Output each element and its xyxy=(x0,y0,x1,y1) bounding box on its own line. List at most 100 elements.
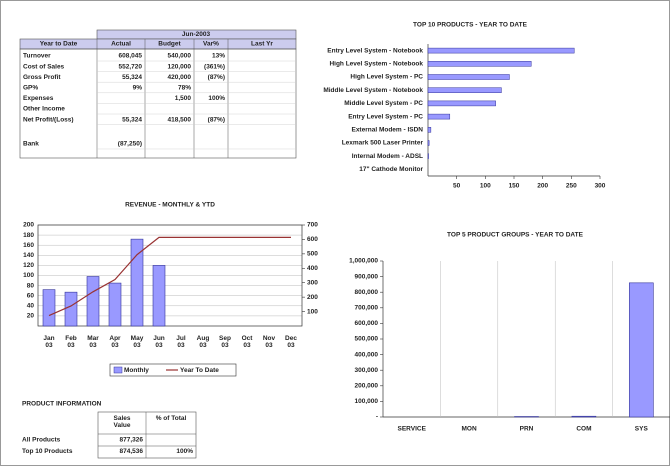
row-label: GP% xyxy=(23,85,38,92)
x-tick-label: Nov 03 xyxy=(262,335,276,349)
product-info-row-label: Top 10 Products xyxy=(22,448,73,455)
y-tick-label: 500,000 xyxy=(355,336,379,343)
y-tick-label: 600,000 xyxy=(355,320,379,327)
x-tick-label: SERVICE xyxy=(397,426,426,433)
bar xyxy=(427,87,502,93)
product-info-cell: 100% xyxy=(176,448,193,455)
bar xyxy=(427,74,510,80)
bar xyxy=(427,140,430,146)
y-tick-label: 100 xyxy=(23,272,34,279)
x-tick-label: 200 xyxy=(537,183,548,190)
y-tick-label: 80 xyxy=(27,282,35,289)
y-tick-label: 40 xyxy=(27,303,35,310)
bar xyxy=(86,276,100,327)
y-tick-label: Internal Modem - ADSL xyxy=(352,153,423,160)
row-label: Bank xyxy=(23,141,39,148)
line xyxy=(48,236,291,317)
product-info-header: % of Total xyxy=(155,415,187,422)
chart-title: TOP 10 PRODUCTS - YEAR TO DATE xyxy=(413,22,528,29)
chart-title: TOP 5 PRODUCT GROUPS - YEAR TO DATE xyxy=(447,232,584,239)
y-tick-label: - xyxy=(376,414,378,421)
bar xyxy=(427,153,429,159)
cell: 100% xyxy=(208,95,225,102)
y-tick-label: 200,000 xyxy=(355,383,379,390)
cell: (87%) xyxy=(208,74,225,81)
y-tick-label: External Modem - ISDN xyxy=(351,127,423,134)
x-tick-label: Jan 03 xyxy=(43,335,55,349)
y2-tick-label: 400 xyxy=(307,265,318,272)
y-tick-label: 700,000 xyxy=(355,305,379,312)
product-info-cell: 877,326 xyxy=(120,437,144,444)
y-tick-label: 300,000 xyxy=(355,367,379,374)
cell: 9% xyxy=(133,85,143,92)
bar xyxy=(427,100,496,107)
x-tick-label: Mar 03 xyxy=(87,335,99,349)
bar xyxy=(427,113,451,120)
x-tick-label: Jun 03 xyxy=(153,335,165,349)
plot-frame xyxy=(37,224,303,327)
bar xyxy=(42,289,56,327)
product-info-title: PRODUCT INFORMATION xyxy=(22,401,102,408)
bar xyxy=(427,127,432,133)
x-tick-label: Apr 03 xyxy=(109,335,121,349)
cell: (87%) xyxy=(208,116,225,123)
cell: 13% xyxy=(212,53,225,60)
y-tick-label: 160 xyxy=(23,242,34,249)
y2-tick-label: 200 xyxy=(307,294,318,301)
y-tick-label: 200 xyxy=(23,222,34,229)
cell: 1,500 xyxy=(175,95,192,102)
x-tick-label: 300 xyxy=(595,183,606,190)
y-tick-label: Entry Level System - PC xyxy=(348,113,423,120)
x-tick-label: Aug 03 xyxy=(196,335,210,349)
bar xyxy=(152,265,166,327)
row-label: Net Profit/(Loss) xyxy=(23,116,74,123)
cell: 418,500 xyxy=(168,116,192,123)
row-label: Cost of Sales xyxy=(23,63,65,70)
x-tick-label: 250 xyxy=(566,183,577,190)
y2-tick-label: 700 xyxy=(307,222,318,229)
x-tick-label: Feb 03 xyxy=(65,335,77,349)
y-tick-label: 900,000 xyxy=(355,273,379,280)
y-tick-label: 20 xyxy=(27,313,35,320)
cell: 552,720 xyxy=(119,63,143,70)
bar xyxy=(571,415,597,418)
cell: 55,324 xyxy=(122,74,142,81)
row-label: Expenses xyxy=(23,95,54,102)
chart-title: REVENUE - MONTHLY & YTD xyxy=(125,202,215,209)
x-tick-label: SYS xyxy=(635,426,649,433)
column-header: Var% xyxy=(203,41,219,48)
y-tick-label: 180 xyxy=(23,232,34,239)
period-header: Jun-2003 xyxy=(182,31,211,38)
product-info-row-label: All Products xyxy=(22,437,61,444)
bar xyxy=(628,282,654,418)
y2-tick-label: 100 xyxy=(307,308,318,315)
y-tick-label: 60 xyxy=(27,292,35,299)
y2-tick-label: 300 xyxy=(307,279,318,286)
x-tick-label: COM xyxy=(576,426,591,433)
x-tick-label: 150 xyxy=(509,183,520,190)
y-tick-label: 100,000 xyxy=(355,398,379,405)
bar xyxy=(130,238,144,327)
x-tick-label: Oct 03 xyxy=(241,335,253,349)
legend-label: Monthly xyxy=(124,367,149,374)
product-info-cell: 874,536 xyxy=(120,448,144,455)
y-tick-label: Middle Level System - PC xyxy=(344,100,423,107)
y-tick-label: Lexmark 500 Laser Printer xyxy=(342,140,424,147)
bar xyxy=(427,47,575,54)
bar xyxy=(64,291,78,327)
legend-label: Year To Date xyxy=(180,367,219,374)
column-header: Last Yr xyxy=(251,41,273,48)
y-tick-label: High Level System - PC xyxy=(350,74,423,81)
y-tick-label: 400,000 xyxy=(355,351,379,358)
product-info-header: Sales Value xyxy=(113,415,131,429)
cell: (361%) xyxy=(204,63,225,70)
x-tick-label: May 03 xyxy=(130,335,144,349)
y-tick-label: 17" Cathode Monitor xyxy=(359,166,423,173)
cell: 55,324 xyxy=(122,116,142,123)
cell: 78% xyxy=(178,85,191,92)
row-label: Other Income xyxy=(23,106,65,113)
y2-tick-label: 500 xyxy=(307,251,318,258)
y-tick-label: 120 xyxy=(23,262,34,269)
cell: 608,045 xyxy=(119,53,143,60)
